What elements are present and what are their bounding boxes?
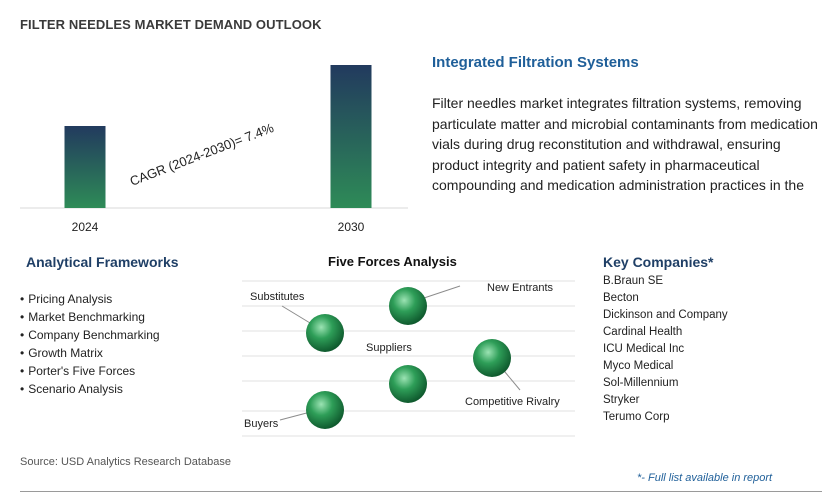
x-tick-label: 2030 [338,220,365,234]
diagram-gridlines [242,280,575,437]
x-tick-label: 2024 [72,220,99,234]
source-note: Source: USD Analytics Research Database [20,456,231,468]
competitive-rivalry-label: Competitive Rivalry [465,396,560,408]
five-forces-diagram: Substitutes New Entrants Suppliers Compe… [242,280,575,437]
new-entrants-ball [389,287,427,325]
feature-description: Filter needles market integrates filtrat… [432,95,818,193]
framework-item: Pricing Analysis [20,290,160,308]
bottom-divider [20,491,822,492]
full-list-footnote: *- Full list available in report [637,472,773,484]
companies-title: Key Companies* [603,254,714,270]
framework-item: Porter's Five Forces [20,362,160,380]
company-item: Myco Medical [603,360,674,372]
company-item: ICU Medical Inc [603,343,685,355]
company-item: B.Braun SE [603,275,664,287]
framework-item: Market Benchmarking [20,308,160,326]
page-title: FILTER NEEDLES MARKET DEMAND OUTLOOK [20,17,322,32]
bar-2024 [64,126,106,208]
company-item: Cardinal Health [603,326,683,338]
company-item: Dickinson and Company [603,309,728,321]
buyers-label: Buyers [244,418,279,430]
frameworks-title: Analytical Frameworks [26,254,179,270]
companies-list: B.Braun SE Becton Dickinson and Company Car… [603,273,728,426]
company-item: Sol-Millennium [603,377,679,389]
framework-item: Scenario Analysis [20,380,160,398]
feature-title: Integrated Filtration Systems [432,54,639,71]
frameworks-list: Pricing AnalysisMarket BenchmarkingCompa… [20,290,160,398]
bar-2030 [330,65,372,208]
company-item: Stryker [603,394,640,406]
suppliers-label: Suppliers [366,342,412,354]
new-entrants-label: New Entrants [487,282,554,294]
substitutes-ball [306,314,344,352]
framework-item: Growth Matrix [20,344,160,362]
buyers-ball [306,391,344,429]
suppliers-ball [389,365,427,403]
competitive-rivalry-ball [473,339,511,377]
framework-item: Company Benchmarking [20,326,159,344]
substitutes-label: Substitutes [250,291,305,303]
company-item: Terumo Corp [603,411,670,423]
five-forces-title: Five Forces Analysis [328,254,457,269]
demand-outlook-chart: 2024 2030 CAGR (2024-2030)= 7.4% [20,65,408,234]
company-item: Becton [603,292,639,304]
